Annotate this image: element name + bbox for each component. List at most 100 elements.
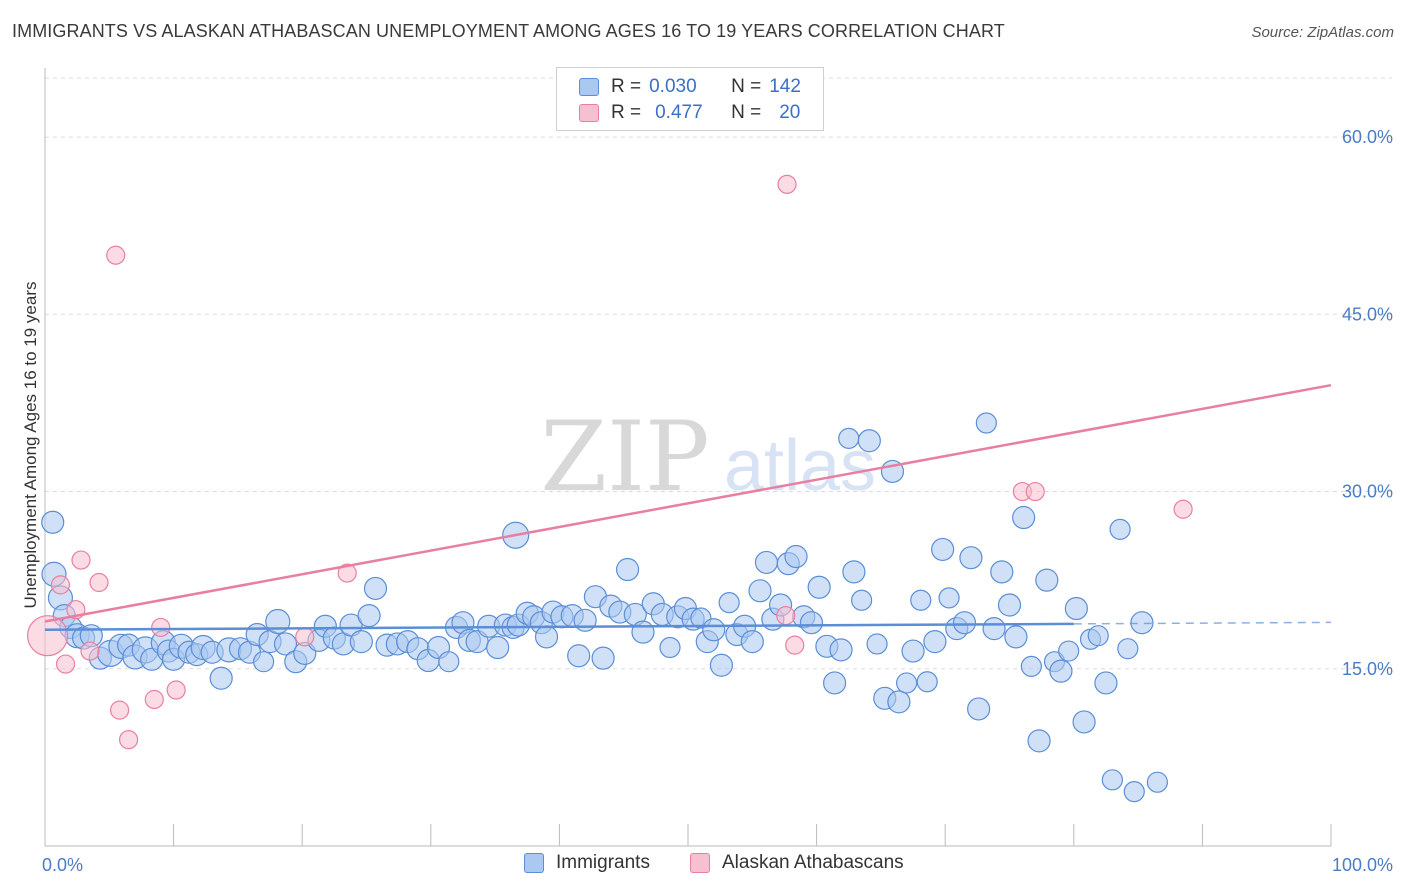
legend-swatch-alaskan-athabascans: [579, 104, 599, 122]
data-point: [1049, 659, 1073, 683]
data-point: [1123, 781, 1145, 803]
data-point: [357, 603, 381, 628]
data-point: [166, 680, 186, 700]
data-point: [144, 689, 164, 710]
data-point: [1012, 505, 1036, 530]
series-legend-swatch-alaskan-athabascans: [690, 853, 710, 873]
data-point: [659, 636, 681, 659]
data-point: [851, 589, 873, 611]
data-point: [41, 510, 65, 534]
immigrants-points: [41, 412, 1168, 803]
axes: [44, 68, 1332, 847]
data-point: [807, 575, 831, 599]
legend-n-label: N =: [731, 76, 762, 97]
watermark-zip: ZIP: [540, 401, 709, 513]
data-point: [910, 589, 932, 611]
data-point: [295, 627, 315, 647]
source-credit: Source: ZipAtlas.com: [1251, 24, 1394, 41]
data-point: [567, 644, 591, 668]
series-legend-alaskan-athabascans: Alaskan Athabascans: [690, 852, 904, 874]
data-point: [777, 174, 797, 194]
data-point: [26, 615, 69, 657]
data-point: [265, 608, 291, 635]
data-point: [997, 593, 1022, 617]
data-point: [1146, 771, 1168, 793]
correlation-legend: R = 0.030 N = 142 R = 0.477 N = 20: [556, 67, 824, 131]
data-point: [982, 616, 1006, 641]
legend-r-value: 0.477: [655, 102, 703, 123]
data-point: [438, 651, 460, 673]
data-point: [253, 651, 275, 673]
data-point: [829, 638, 853, 662]
series-legend-immigrants: Immigrants: [524, 852, 650, 874]
data-point: [591, 646, 615, 670]
data-point: [1064, 596, 1088, 621]
data-point: [573, 608, 597, 632]
trend-line-extension: [1073, 621, 1332, 625]
data-point: [1094, 671, 1118, 695]
data-point: [838, 427, 860, 449]
data-point: [1109, 518, 1131, 540]
data-point: [1058, 640, 1080, 662]
legend-swatch-immigrants: [579, 78, 599, 96]
legend-n-value: 142: [769, 76, 801, 97]
data-point: [901, 639, 925, 663]
series-legend: Immigrants Alaskan Athabascans: [0, 852, 1406, 878]
data-point: [823, 671, 847, 695]
grid-lines: [45, 77, 1392, 670]
data-point: [967, 697, 991, 721]
data-point: [923, 629, 947, 654]
y-tick-label: 30.0%: [1342, 482, 1393, 502]
data-point: [273, 632, 298, 656]
legend-row-immigrants: R = 0.030 N = 142: [579, 75, 801, 99]
legend-n-label: N =: [731, 102, 762, 123]
legend-r-value: 0.030: [649, 76, 697, 97]
data-point: [80, 641, 100, 661]
legend-row-alaskan-athabascans: R = 0.477 N = 20: [579, 101, 800, 125]
series-legend-label: Alaskan Athabascans: [722, 852, 904, 873]
data-point: [615, 557, 640, 582]
chart-title: IMMIGRANTS VS ALASKAN ATHABASCAN UNEMPLO…: [12, 21, 1005, 41]
data-point: [959, 546, 983, 570]
x-tick-label: 100.0%: [1332, 855, 1393, 875]
x-tick-label: 0.0%: [42, 855, 83, 875]
data-point: [55, 654, 76, 674]
data-point: [931, 537, 955, 562]
legend-r-label: R =: [611, 102, 642, 123]
data-point: [1027, 729, 1051, 753]
data-point: [842, 560, 866, 584]
data-point: [916, 671, 938, 693]
data-point: [748, 579, 772, 603]
tick-labels: 15.0% 30.0% 45.0% 60.0% 0.0% 100.0%: [42, 127, 1393, 875]
data-point: [89, 572, 109, 593]
data-point: [106, 245, 126, 265]
data-point: [799, 611, 824, 635]
y-tick-label: 15.0%: [1342, 659, 1393, 679]
data-point: [109, 700, 130, 720]
alaskan-athabascans-points: [26, 174, 1193, 750]
trend-line: [44, 383, 1332, 623]
series-legend-label: Immigrants: [556, 852, 650, 873]
data-point: [866, 633, 888, 655]
data-point: [1117, 638, 1139, 660]
data-point: [50, 575, 71, 595]
legend-r-label: R =: [611, 76, 642, 97]
data-point: [1101, 769, 1123, 791]
trend-lines: [44, 383, 1332, 632]
data-point: [349, 629, 373, 654]
data-point: [631, 620, 655, 644]
series-legend-swatch-immigrants: [524, 853, 544, 873]
data-point: [740, 629, 764, 654]
data-point: [754, 550, 779, 575]
data-point: [1072, 710, 1096, 734]
y-tick-label: 45.0%: [1342, 304, 1393, 324]
data-point: [785, 635, 805, 655]
data-point: [990, 560, 1014, 584]
data-point: [718, 592, 740, 614]
data-point: [896, 672, 918, 694]
trend-line: [44, 622, 1074, 632]
data-point: [952, 611, 977, 635]
data-point: [209, 666, 233, 690]
data-point: [1020, 655, 1042, 678]
